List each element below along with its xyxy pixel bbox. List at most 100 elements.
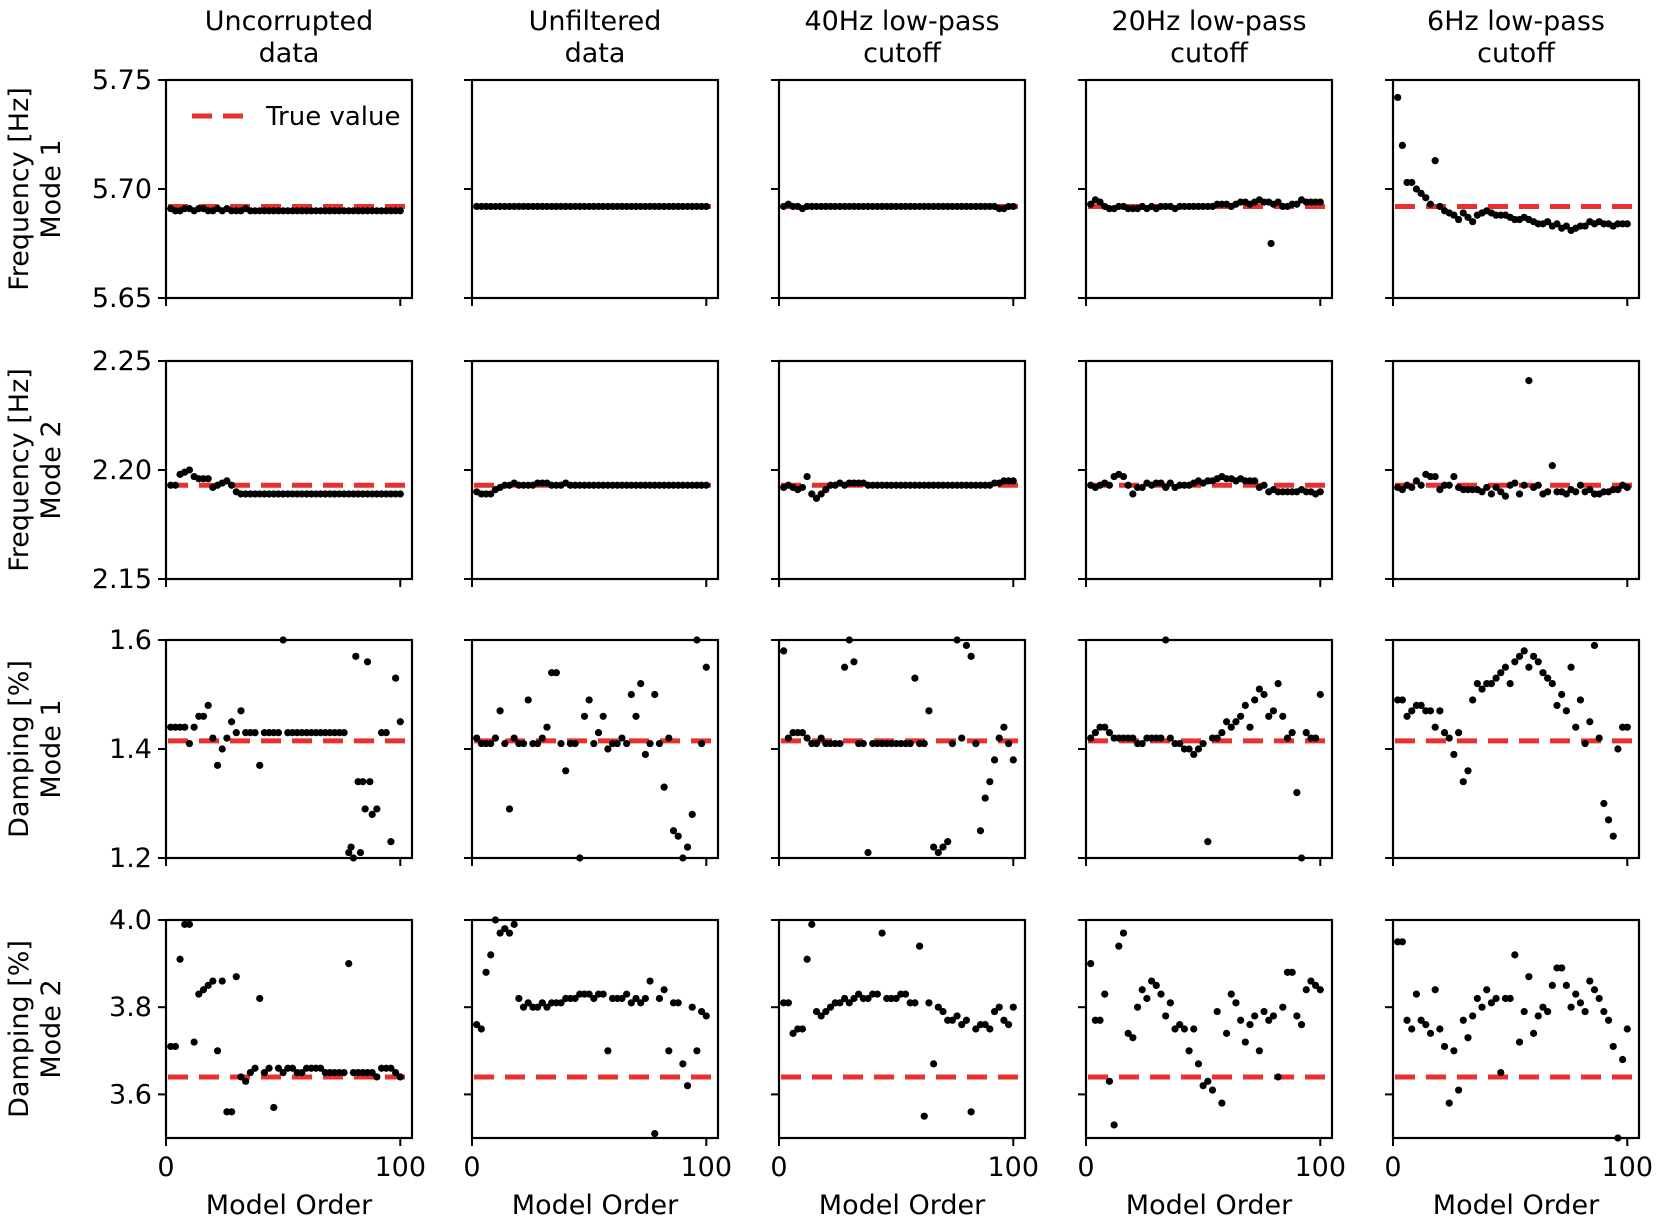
data-point (1478, 685, 1486, 693)
data-point (972, 739, 980, 748)
data-point (1087, 200, 1095, 208)
data-point (1218, 729, 1226, 737)
data-point (1619, 1055, 1627, 1064)
data-point (368, 1069, 376, 1077)
data-point (1581, 222, 1589, 230)
data-point (995, 1003, 1003, 1011)
data-points (1087, 636, 1324, 862)
data-point (585, 990, 593, 998)
axis-frame (1391, 918, 1641, 1140)
data-point (356, 848, 365, 857)
data-point (1525, 377, 1533, 385)
data-point (1492, 674, 1500, 682)
data-point (1403, 1016, 1411, 1024)
data-point (1269, 1012, 1278, 1020)
data-point (901, 990, 910, 998)
data-point (1544, 674, 1552, 682)
row-label: Damping [%] Mode 1 (4, 660, 67, 838)
data-point (1469, 696, 1477, 704)
panel-r3-c2 (464, 636, 720, 866)
data-point (1590, 641, 1599, 650)
data-point (1274, 198, 1282, 206)
x-axis-label: Model Order (1433, 1190, 1600, 1221)
data-point (1293, 789, 1301, 797)
data-point (1464, 1034, 1472, 1042)
data-point (199, 712, 208, 720)
axis-frame (1391, 638, 1641, 860)
data-point (1431, 157, 1439, 165)
data-point (524, 696, 532, 704)
data-point (1548, 981, 1556, 990)
data-point (925, 707, 933, 715)
data-point (1586, 486, 1594, 494)
data-point (510, 734, 518, 742)
data-point (1623, 1025, 1631, 1033)
data-points (780, 920, 1017, 1120)
data-point (1534, 658, 1542, 666)
data-point (396, 207, 404, 215)
data-point (181, 723, 189, 731)
x-tick-label: 100 (681, 1152, 733, 1183)
data-point (1572, 488, 1580, 496)
x-tick-label: 0 (1077, 1152, 1094, 1183)
data-point (534, 739, 542, 748)
data-point (618, 994, 626, 1003)
data-point (218, 977, 226, 985)
data-point (1455, 1086, 1463, 1094)
data-point (1459, 1016, 1467, 1024)
data-point (557, 739, 565, 748)
data-point (524, 999, 532, 1007)
data-point (990, 1007, 999, 1016)
data-point (1255, 1047, 1263, 1055)
data-point (1450, 472, 1458, 481)
data-point (1567, 1003, 1575, 1011)
data-point (655, 739, 664, 748)
data-point (986, 778, 994, 786)
data-point (930, 1060, 938, 1068)
data-point (1115, 942, 1123, 950)
data-point (1431, 472, 1439, 481)
data-point (892, 994, 900, 1003)
data-point (345, 960, 353, 968)
data-point (1417, 1016, 1425, 1024)
data-point (1440, 729, 1449, 737)
data-point (958, 734, 966, 742)
data-point (274, 729, 283, 737)
data-point (841, 994, 849, 1003)
svg-text:Mode 1: Mode 1 (36, 699, 67, 798)
data-point (1316, 198, 1324, 206)
data-point (789, 1029, 797, 1037)
data-point (487, 739, 495, 748)
data-point (798, 483, 807, 492)
axis-frame (777, 918, 1027, 1140)
data-point (1199, 739, 1207, 748)
panel-r3-c3 (771, 636, 1027, 866)
data-point (1450, 211, 1458, 219)
data-point (256, 761, 264, 769)
data-point (660, 986, 668, 994)
data-point (1129, 1034, 1137, 1042)
svg-text:Damping [%]: Damping [%] (4, 660, 35, 838)
svg-text:Mode 2: Mode 2 (36, 979, 67, 1078)
data-points (167, 205, 404, 215)
data-point (1431, 986, 1439, 994)
data-point (1096, 198, 1104, 206)
data-point (538, 734, 546, 742)
data-point (1497, 669, 1505, 677)
data-point (1000, 723, 1008, 731)
y-tick-label: 4.0 (109, 905, 152, 936)
data-point (665, 1047, 673, 1055)
data-point (1087, 960, 1095, 968)
y-tick-label: 2.15 (92, 564, 152, 595)
x-tick-label: 0 (770, 1152, 787, 1183)
data-point (1297, 1021, 1306, 1029)
data-point (1180, 1025, 1188, 1033)
data-point (817, 490, 825, 498)
data-point (1436, 486, 1444, 494)
data-point (934, 848, 942, 857)
axis-frame (1084, 359, 1334, 581)
data-point (688, 810, 696, 819)
data-point (396, 1073, 404, 1081)
data-point (822, 1007, 830, 1016)
data-point (482, 968, 490, 976)
